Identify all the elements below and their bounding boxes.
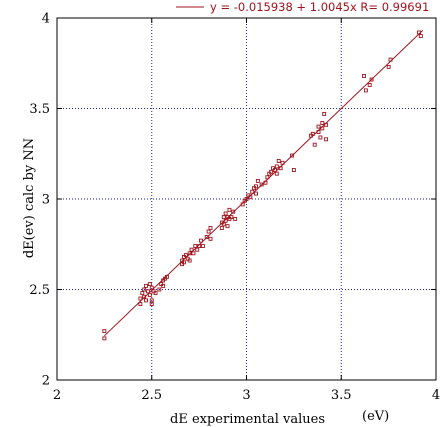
- x-tick-label-4: 4: [432, 388, 440, 403]
- data-point-87: [322, 111, 327, 116]
- data-point-73: [274, 171, 279, 176]
- data-point-75: [278, 166, 283, 171]
- data-point-96: [416, 30, 421, 35]
- data-point-0: [102, 329, 107, 334]
- data-point-55: [240, 202, 245, 207]
- data-point-1: [102, 336, 107, 341]
- data-point-64: [255, 178, 260, 183]
- data-point-84: [318, 135, 323, 140]
- data-point-80: [310, 131, 315, 136]
- data-point-33: [193, 244, 198, 249]
- data-point-83: [316, 124, 321, 129]
- legend-label: y = -0.015938 + 1.0045x R= 0.99691: [210, 0, 429, 14]
- data-point-10: [147, 292, 152, 297]
- data-point-3: [138, 296, 143, 301]
- data-point-44: [221, 215, 226, 220]
- data-point-30: [187, 258, 192, 263]
- y-tick-label-2: 3: [42, 193, 50, 208]
- data-point-69: [269, 169, 274, 174]
- data-point-45: [221, 222, 226, 227]
- data-point-7: [144, 283, 149, 288]
- data-point-66: [263, 180, 268, 185]
- data-point-81: [312, 142, 317, 147]
- data-point-93: [369, 77, 374, 82]
- data-point-20: [161, 283, 166, 288]
- data-point-6: [142, 294, 147, 299]
- y-tick-label-4: 4: [42, 12, 50, 27]
- data-point-31: [189, 247, 194, 252]
- data-point-53: [231, 209, 236, 214]
- x-tick-label-0: 2: [53, 388, 61, 403]
- data-point-86: [320, 126, 325, 131]
- data-point-39: [206, 229, 211, 234]
- x-axis-label: dE experimental values: [170, 412, 325, 427]
- data-point-42: [219, 226, 224, 230]
- data-point-13: [149, 298, 154, 303]
- legend: y = -0.015938 + 1.0045x R= 0.99691: [176, 0, 429, 14]
- data-point-60: [250, 189, 255, 194]
- data-point-34: [195, 247, 200, 252]
- data-point-36: [199, 238, 203, 243]
- data-point-91: [363, 88, 368, 93]
- data-point-78: [291, 168, 296, 172]
- data-point-51: [227, 207, 232, 212]
- y-tick-label-3: 3.5: [29, 102, 50, 117]
- data-point-41: [208, 236, 213, 241]
- x-tick-label-3: 3.5: [331, 388, 352, 403]
- data-point-67: [265, 175, 270, 180]
- data-point-26: [182, 260, 186, 265]
- data-point-4: [140, 291, 145, 296]
- data-point-63: [254, 191, 258, 196]
- data-point-29: [187, 251, 192, 256]
- data-point-14: [149, 302, 154, 306]
- data-point-92: [367, 83, 372, 87]
- data-point-62: [254, 184, 258, 189]
- data-points: [102, 30, 423, 341]
- data-point-88: [324, 122, 329, 127]
- data-point-71: [272, 168, 277, 172]
- data-point-65: [259, 182, 264, 187]
- data-point-9: [146, 289, 150, 294]
- y-tick-label-0: 2: [42, 374, 50, 389]
- data-point-47: [223, 211, 228, 216]
- data-point-59: [248, 195, 253, 200]
- x-axis-unit: (eV): [362, 409, 389, 424]
- data-point-32: [191, 251, 196, 256]
- data-point-37: [200, 244, 205, 249]
- data-point-94: [386, 64, 391, 69]
- data-point-74: [276, 159, 281, 163]
- data-point-27: [183, 253, 188, 258]
- data-point-11: [147, 282, 152, 287]
- x-tick-label-1: 2.5: [141, 388, 162, 403]
- data-point-57: [244, 197, 249, 201]
- data-point-77: [290, 153, 294, 158]
- data-point-97: [418, 34, 423, 39]
- data-point-46: [223, 218, 228, 223]
- data-point-54: [233, 216, 238, 221]
- data-point-8: [144, 298, 149, 303]
- data-point-76: [280, 160, 285, 165]
- data-point-5: [142, 287, 147, 292]
- data-point-35: [197, 244, 202, 249]
- data-point-52: [229, 215, 234, 220]
- data-point-48: [225, 224, 230, 229]
- data-point-95: [388, 57, 393, 62]
- data-point-12: [149, 285, 154, 290]
- data-point-2: [138, 302, 143, 306]
- data-point-16: [153, 291, 158, 296]
- data-point-17: [157, 287, 162, 292]
- data-point-72: [274, 164, 279, 169]
- data-point-85: [320, 121, 325, 125]
- y-tick-label-1: 2.5: [29, 283, 50, 298]
- data-point-22: [164, 274, 169, 279]
- x-tick-label-2: 3: [242, 388, 250, 403]
- data-point-38: [204, 235, 209, 239]
- data-point-89: [324, 137, 329, 142]
- data-point-40: [208, 226, 213, 230]
- data-point-82: [316, 130, 321, 134]
- data-point-90: [362, 73, 366, 78]
- axis-ticks: 2 2.5 3 3.5 4 2 2.5 3 3.5 4: [29, 12, 440, 404]
- y-axis-label: dE(ev) calc by NN: [22, 138, 37, 258]
